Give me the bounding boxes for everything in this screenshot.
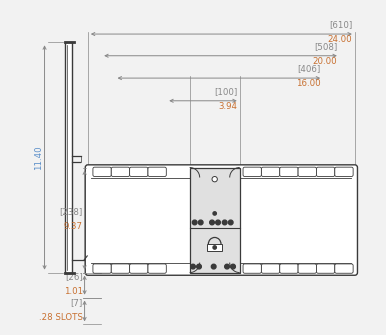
FancyBboxPatch shape — [298, 264, 317, 273]
FancyBboxPatch shape — [335, 167, 353, 177]
FancyBboxPatch shape — [261, 264, 280, 273]
Circle shape — [197, 264, 201, 269]
Circle shape — [213, 212, 216, 215]
FancyBboxPatch shape — [280, 167, 298, 177]
FancyBboxPatch shape — [130, 264, 148, 273]
Text: [100]: [100] — [214, 87, 237, 96]
Circle shape — [229, 220, 233, 225]
Text: 3.94: 3.94 — [218, 102, 237, 111]
FancyBboxPatch shape — [130, 167, 148, 177]
Circle shape — [222, 220, 227, 225]
Circle shape — [198, 220, 203, 225]
Text: 9.37: 9.37 — [64, 222, 83, 231]
Circle shape — [216, 220, 220, 225]
FancyBboxPatch shape — [148, 167, 166, 177]
Bar — [64, 43, 72, 273]
Bar — [207, 244, 222, 251]
Circle shape — [212, 264, 216, 269]
Text: 24.00: 24.00 — [328, 36, 352, 45]
Text: [7]: [7] — [71, 298, 83, 307]
FancyBboxPatch shape — [298, 167, 317, 177]
Text: [508]: [508] — [314, 42, 337, 51]
Circle shape — [212, 177, 217, 182]
FancyBboxPatch shape — [317, 167, 335, 177]
FancyBboxPatch shape — [243, 264, 261, 273]
Circle shape — [231, 264, 235, 269]
FancyBboxPatch shape — [317, 264, 335, 273]
FancyBboxPatch shape — [93, 167, 111, 177]
FancyBboxPatch shape — [111, 264, 130, 273]
Text: [238]: [238] — [60, 207, 83, 216]
Circle shape — [210, 220, 214, 225]
Circle shape — [225, 264, 229, 269]
Bar — [190, 168, 240, 273]
Text: [610]: [610] — [329, 20, 352, 29]
Text: [406]: [406] — [298, 64, 321, 73]
FancyBboxPatch shape — [261, 167, 280, 177]
Circle shape — [192, 220, 197, 225]
Circle shape — [191, 264, 195, 269]
FancyBboxPatch shape — [243, 167, 261, 177]
FancyBboxPatch shape — [280, 264, 298, 273]
FancyBboxPatch shape — [85, 165, 357, 275]
FancyBboxPatch shape — [93, 264, 111, 273]
Text: [26]: [26] — [65, 272, 83, 281]
Text: 20.00: 20.00 — [313, 57, 337, 66]
Text: 1.01: 1.01 — [64, 287, 83, 296]
Text: 11.40: 11.40 — [34, 145, 43, 170]
FancyBboxPatch shape — [111, 167, 130, 177]
Circle shape — [213, 246, 216, 249]
FancyBboxPatch shape — [335, 264, 353, 273]
Text: 16.00: 16.00 — [296, 79, 321, 88]
Text: .28 SLOTS: .28 SLOTS — [39, 313, 83, 322]
FancyBboxPatch shape — [148, 264, 166, 273]
